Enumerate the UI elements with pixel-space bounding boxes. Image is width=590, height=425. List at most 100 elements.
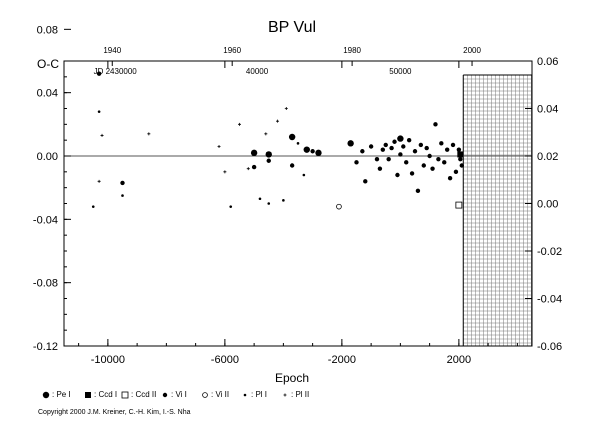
data-point xyxy=(427,153,432,159)
y-axis-label: O-C xyxy=(37,57,59,71)
data-point xyxy=(229,205,233,208)
data-point xyxy=(302,173,306,177)
y-tick-label: 0.04 xyxy=(37,88,58,100)
y-tick-label: -0.12 xyxy=(33,341,58,353)
data-point xyxy=(457,151,464,158)
right-y-tick-label: 0.02 xyxy=(537,151,558,163)
data-point xyxy=(404,160,409,165)
legend-label: : Ccd II xyxy=(131,390,156,399)
year-tick-label: 1980 xyxy=(343,46,361,55)
legend-marker xyxy=(162,392,168,398)
series-2 xyxy=(455,201,463,209)
data-point xyxy=(395,172,400,178)
data-point xyxy=(347,140,354,147)
right-y-tick-label: 0.04 xyxy=(537,104,558,116)
legend-label: : Vi I xyxy=(171,390,187,399)
data-point xyxy=(97,110,101,113)
data-point xyxy=(392,139,397,144)
data-point xyxy=(439,141,444,146)
data-point xyxy=(409,171,415,176)
series-1 xyxy=(457,151,464,158)
data-point xyxy=(442,160,447,165)
data-point xyxy=(96,71,102,76)
data-point xyxy=(360,149,365,154)
year-tick-label: 1940 xyxy=(103,46,121,55)
data-point xyxy=(120,180,125,186)
data-point xyxy=(266,158,271,163)
data-point xyxy=(386,156,391,162)
legend-marker xyxy=(121,391,129,399)
data-point xyxy=(406,137,412,143)
data-point xyxy=(265,151,272,158)
data-point xyxy=(398,152,403,157)
data-point xyxy=(363,179,368,184)
data-point xyxy=(246,167,250,171)
data-point xyxy=(267,202,271,205)
data-point xyxy=(444,147,450,152)
legend-marker xyxy=(202,392,208,398)
x-tick-label: 2000 xyxy=(447,354,471,366)
x-tick-label: -2000 xyxy=(328,354,356,366)
data-point xyxy=(284,107,288,110)
x-tick-label: -10000 xyxy=(91,354,125,366)
data-point xyxy=(310,149,315,154)
data-point xyxy=(418,142,424,148)
data-point xyxy=(459,163,464,168)
data-point xyxy=(424,145,429,151)
data-point xyxy=(380,147,386,152)
right-y-tick-label: -0.02 xyxy=(537,246,562,258)
data-point xyxy=(374,156,380,162)
data-point xyxy=(412,149,418,154)
data-point xyxy=(288,133,296,141)
data-point xyxy=(421,163,426,168)
data-point xyxy=(100,133,104,137)
data-point xyxy=(436,156,441,162)
data-point xyxy=(456,147,462,152)
data-point xyxy=(121,194,124,197)
legend-label: : Pl II xyxy=(291,390,309,399)
data-point xyxy=(238,122,241,126)
legend-label: : Pl I xyxy=(251,390,267,399)
legend-label: : Ccd I xyxy=(94,390,117,399)
chart-title: BP Vul xyxy=(268,19,316,36)
x-axis-label: Epoch xyxy=(275,371,309,385)
data-point xyxy=(368,144,374,149)
data-point xyxy=(258,197,262,201)
data-point xyxy=(336,203,342,210)
data-point xyxy=(282,199,285,202)
data-point xyxy=(397,135,404,142)
series-5 xyxy=(91,110,306,208)
year-tick-label: 2000 xyxy=(463,46,481,55)
data-point xyxy=(430,166,435,171)
data-point xyxy=(250,149,258,157)
data-point xyxy=(453,169,459,175)
y-tick-label: 0.00 xyxy=(37,151,58,163)
jd-label: JD 2430000 xyxy=(94,67,138,76)
data-point xyxy=(264,132,268,136)
y-tick-label: -0.08 xyxy=(33,278,58,290)
right-y-tick-label: -0.06 xyxy=(537,341,562,353)
y-tick-label: -0.04 xyxy=(33,214,58,226)
legend-label: : Pe I xyxy=(52,390,71,399)
legend-label: : Vi II xyxy=(211,390,229,399)
data-point xyxy=(217,145,221,148)
data-point xyxy=(389,145,394,151)
data-point xyxy=(377,166,383,171)
data-point xyxy=(401,144,406,149)
data-point xyxy=(455,201,463,209)
data-point xyxy=(223,170,227,174)
data-point xyxy=(147,132,151,136)
right-y-tick-label: -0.04 xyxy=(537,294,562,306)
data-point xyxy=(354,160,359,165)
series-6 xyxy=(97,107,288,183)
jd-label: 40000 xyxy=(246,67,269,76)
data-point xyxy=(458,156,463,162)
data-point xyxy=(296,142,300,145)
data-point xyxy=(450,142,456,148)
data-point xyxy=(91,205,95,208)
data-point xyxy=(447,175,453,181)
data-point xyxy=(289,163,295,168)
right-y-tick-label: 0.06 xyxy=(537,56,558,68)
legend-marker xyxy=(42,391,50,399)
